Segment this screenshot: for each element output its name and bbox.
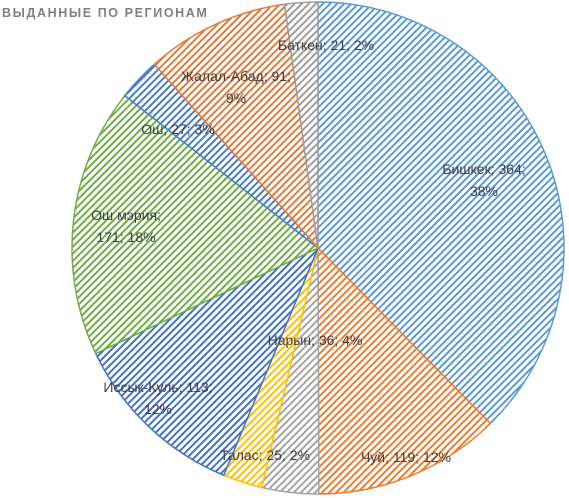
slice-Жалал-Абад	[153, 3, 320, 251]
slice-label: Баткен; 21; 2%	[278, 37, 374, 53]
slice-label: Бишкек; 364; 38%	[442, 161, 525, 199]
slice-Баткен	[283, 1, 319, 249]
slice-label: Иссык-Куль; 113; 12%	[103, 379, 212, 417]
slice-Иссык-Куль	[94, 246, 320, 477]
slice-label: Чуй; 119; 12%	[361, 449, 451, 465]
chart-title: ВЫДАННЫЕ ПО РЕГИОНАМ	[2, 6, 209, 20]
slice-labels: Бишкек; 364; 38% Чуй; 119; 12% Нарын; 36; 4…	[91, 37, 526, 465]
slice-Бишкек	[317, 1, 565, 425]
pie-slices	[71, 1, 565, 495]
slice-Ош мэрия	[71, 94, 320, 355]
slice-label: Ош мэрия; 171; 18%	[91, 207, 161, 245]
slice-Чуй	[317, 246, 492, 495]
slice-label: Ош; 27; 3%	[141, 121, 215, 137]
slice-label: Жалал-Абад; 91; 9%	[181, 68, 291, 106]
slice-label: Талас; 25; 2%	[220, 447, 310, 463]
slice-label: Нарын; 36; 4%	[268, 332, 363, 348]
